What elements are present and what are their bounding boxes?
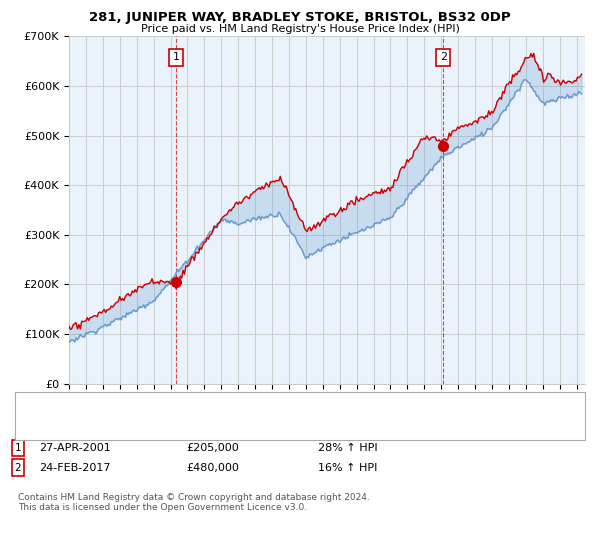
Text: £205,000: £205,000 [186, 443, 239, 453]
Text: 28% ↑ HPI: 28% ↑ HPI [318, 443, 377, 453]
Text: 2: 2 [14, 463, 22, 473]
Text: 16% ↑ HPI: 16% ↑ HPI [318, 463, 377, 473]
Text: ——: —— [27, 399, 55, 413]
Text: Price paid vs. HM Land Registry's House Price Index (HPI): Price paid vs. HM Land Registry's House … [140, 24, 460, 34]
Text: 27-APR-2001: 27-APR-2001 [39, 443, 111, 453]
Text: 2: 2 [440, 52, 447, 62]
Text: 281, JUNIPER WAY, BRADLEY STOKE, BRISTOL, BS32 0DP (detached house): 281, JUNIPER WAY, BRADLEY STOKE, BRISTOL… [57, 401, 445, 411]
Text: 281, JUNIPER WAY, BRADLEY STOKE, BRISTOL, BS32 0DP: 281, JUNIPER WAY, BRADLEY STOKE, BRISTOL… [89, 11, 511, 24]
Text: Contains HM Land Registry data © Crown copyright and database right 2024.
This d: Contains HM Land Registry data © Crown c… [18, 493, 370, 512]
Text: 1: 1 [14, 443, 22, 453]
Text: 1: 1 [172, 52, 179, 62]
Text: 24-FEB-2017: 24-FEB-2017 [39, 463, 110, 473]
Text: HPI: Average price, detached house, South Gloucestershire: HPI: Average price, detached house, Sout… [57, 419, 366, 429]
Text: ——: —— [27, 417, 55, 431]
Text: £480,000: £480,000 [186, 463, 239, 473]
